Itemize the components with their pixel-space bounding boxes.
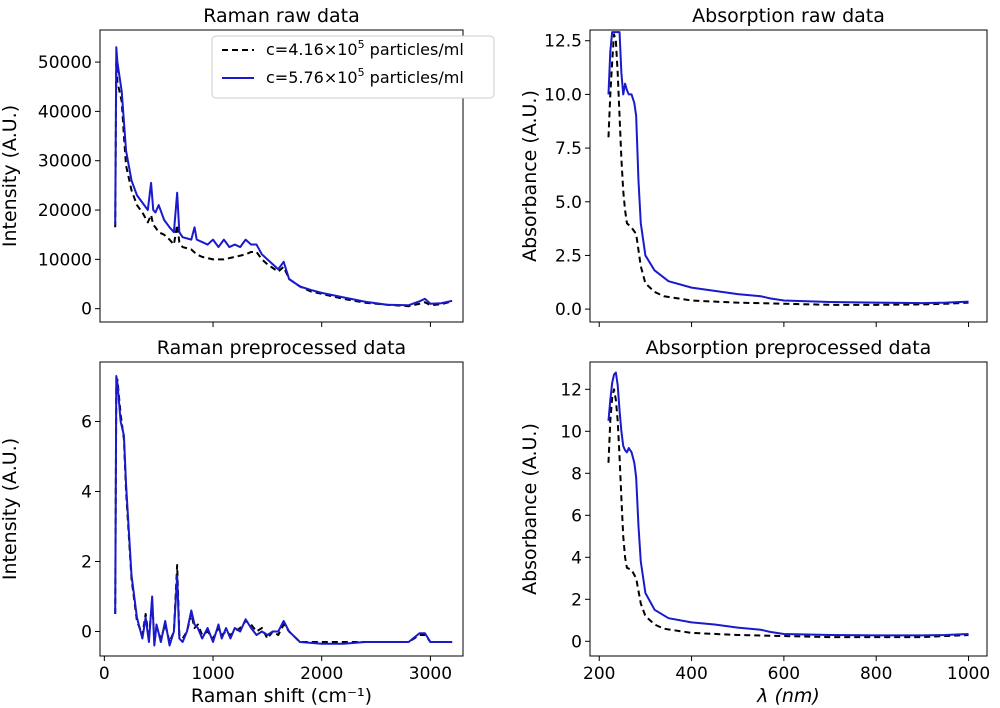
chart-title: Raman raw data bbox=[203, 5, 360, 27]
legend: c=4.16×105 particles/ml c=5.76×105 partic… bbox=[211, 35, 495, 99]
y-tick-label: 40000 bbox=[38, 102, 92, 122]
panel-4: 200 400 600 800 1000 0 2 4 6 8 10 12 Absorption prep… bbox=[519, 337, 990, 707]
series-line-high-concentration bbox=[607, 31, 969, 305]
x-axis-label: Raman shift (cm⁻¹) bbox=[191, 685, 372, 707]
x-tick-label: 1000 bbox=[947, 664, 990, 684]
x-tick-label: 1000 bbox=[191, 664, 234, 684]
x-tick-label: 600 bbox=[768, 664, 800, 684]
panel-2: 0.0 2.5 5.0 7.5 10.0 12.5 Absorption raw data A… bbox=[519, 5, 988, 327]
y-tick-label: 8 bbox=[571, 464, 582, 484]
y-tick-label: 10000 bbox=[38, 250, 92, 270]
y-tick-label: 20000 bbox=[38, 201, 92, 221]
y-tick-label: 30000 bbox=[38, 152, 92, 172]
y-tick-label: 5.0 bbox=[555, 193, 582, 213]
series-line-high-concentration bbox=[607, 371, 969, 637]
series-line-low-concentration bbox=[114, 61, 453, 308]
panel-3: 0 1000 2000 3000 0 2 4 6 Raman preprocessed data… bbox=[0, 337, 464, 707]
y-tick-label: 12 bbox=[560, 380, 582, 400]
x-tick-label: 200 bbox=[583, 664, 615, 684]
y-tick-label: 4 bbox=[81, 483, 92, 503]
y-tick-label: 0 bbox=[81, 300, 92, 320]
series-line-high-concentration bbox=[114, 375, 453, 647]
series-line-high-concentration bbox=[114, 46, 453, 307]
plot-frame bbox=[589, 29, 988, 323]
y-tick-label: 10.0 bbox=[544, 85, 582, 105]
panel-1: 0 10000 20000 30000 40000 50000 Raman raw data… bbox=[0, 5, 464, 327]
plot-frame bbox=[99, 361, 464, 657]
series-line-low-concentration bbox=[114, 378, 453, 643]
plot-frame bbox=[589, 361, 988, 657]
y-tick-label: 7.5 bbox=[555, 139, 582, 159]
y-tick-label: 6 bbox=[571, 506, 582, 526]
x-tick-label: 400 bbox=[675, 664, 707, 684]
y-axis-label: Intensity (A.U.) bbox=[0, 438, 21, 580]
legend-label-low: c=4.16×105 particles/ml bbox=[266, 38, 464, 59]
y-axis-label: Absorbance (A.U.) bbox=[519, 90, 541, 262]
y-tick-label: 2 bbox=[571, 590, 582, 610]
x-axis-label: λ (nm) bbox=[756, 685, 820, 707]
x-tick-label: 2000 bbox=[300, 664, 343, 684]
legend-label-high: c=5.76×105 particles/ml bbox=[266, 66, 464, 87]
y-tick-label: 6 bbox=[81, 413, 92, 433]
y-tick-label: 2.5 bbox=[555, 246, 582, 266]
plot-frame bbox=[99, 29, 464, 323]
y-axis-label: Absorbance (A.U.) bbox=[519, 423, 541, 595]
y-tick-label: 12.5 bbox=[544, 32, 582, 52]
chart-title: Absorption preprocessed data bbox=[646, 337, 932, 359]
y-tick-label: 10 bbox=[560, 422, 582, 442]
x-tick-label: 3000 bbox=[409, 664, 452, 684]
chart-title: Absorption raw data bbox=[692, 5, 885, 27]
y-tick-label: 0 bbox=[571, 632, 582, 652]
y-tick-label: 0.0 bbox=[555, 300, 582, 320]
chart-title: Raman preprocessed data bbox=[157, 337, 406, 359]
legend-box bbox=[211, 35, 495, 99]
x-tick-label: 800 bbox=[860, 664, 892, 684]
y-tick-label: 2 bbox=[81, 553, 92, 573]
y-tick-label: 0 bbox=[81, 623, 92, 643]
y-tick-label: 4 bbox=[571, 548, 582, 568]
series-line-low-concentration bbox=[607, 33, 969, 306]
y-axis-label: Intensity (A.U.) bbox=[0, 105, 21, 247]
series-line-low-concentration bbox=[607, 388, 969, 639]
y-tick-label: 50000 bbox=[38, 53, 92, 73]
x-tick-label: 0 bbox=[99, 664, 110, 684]
